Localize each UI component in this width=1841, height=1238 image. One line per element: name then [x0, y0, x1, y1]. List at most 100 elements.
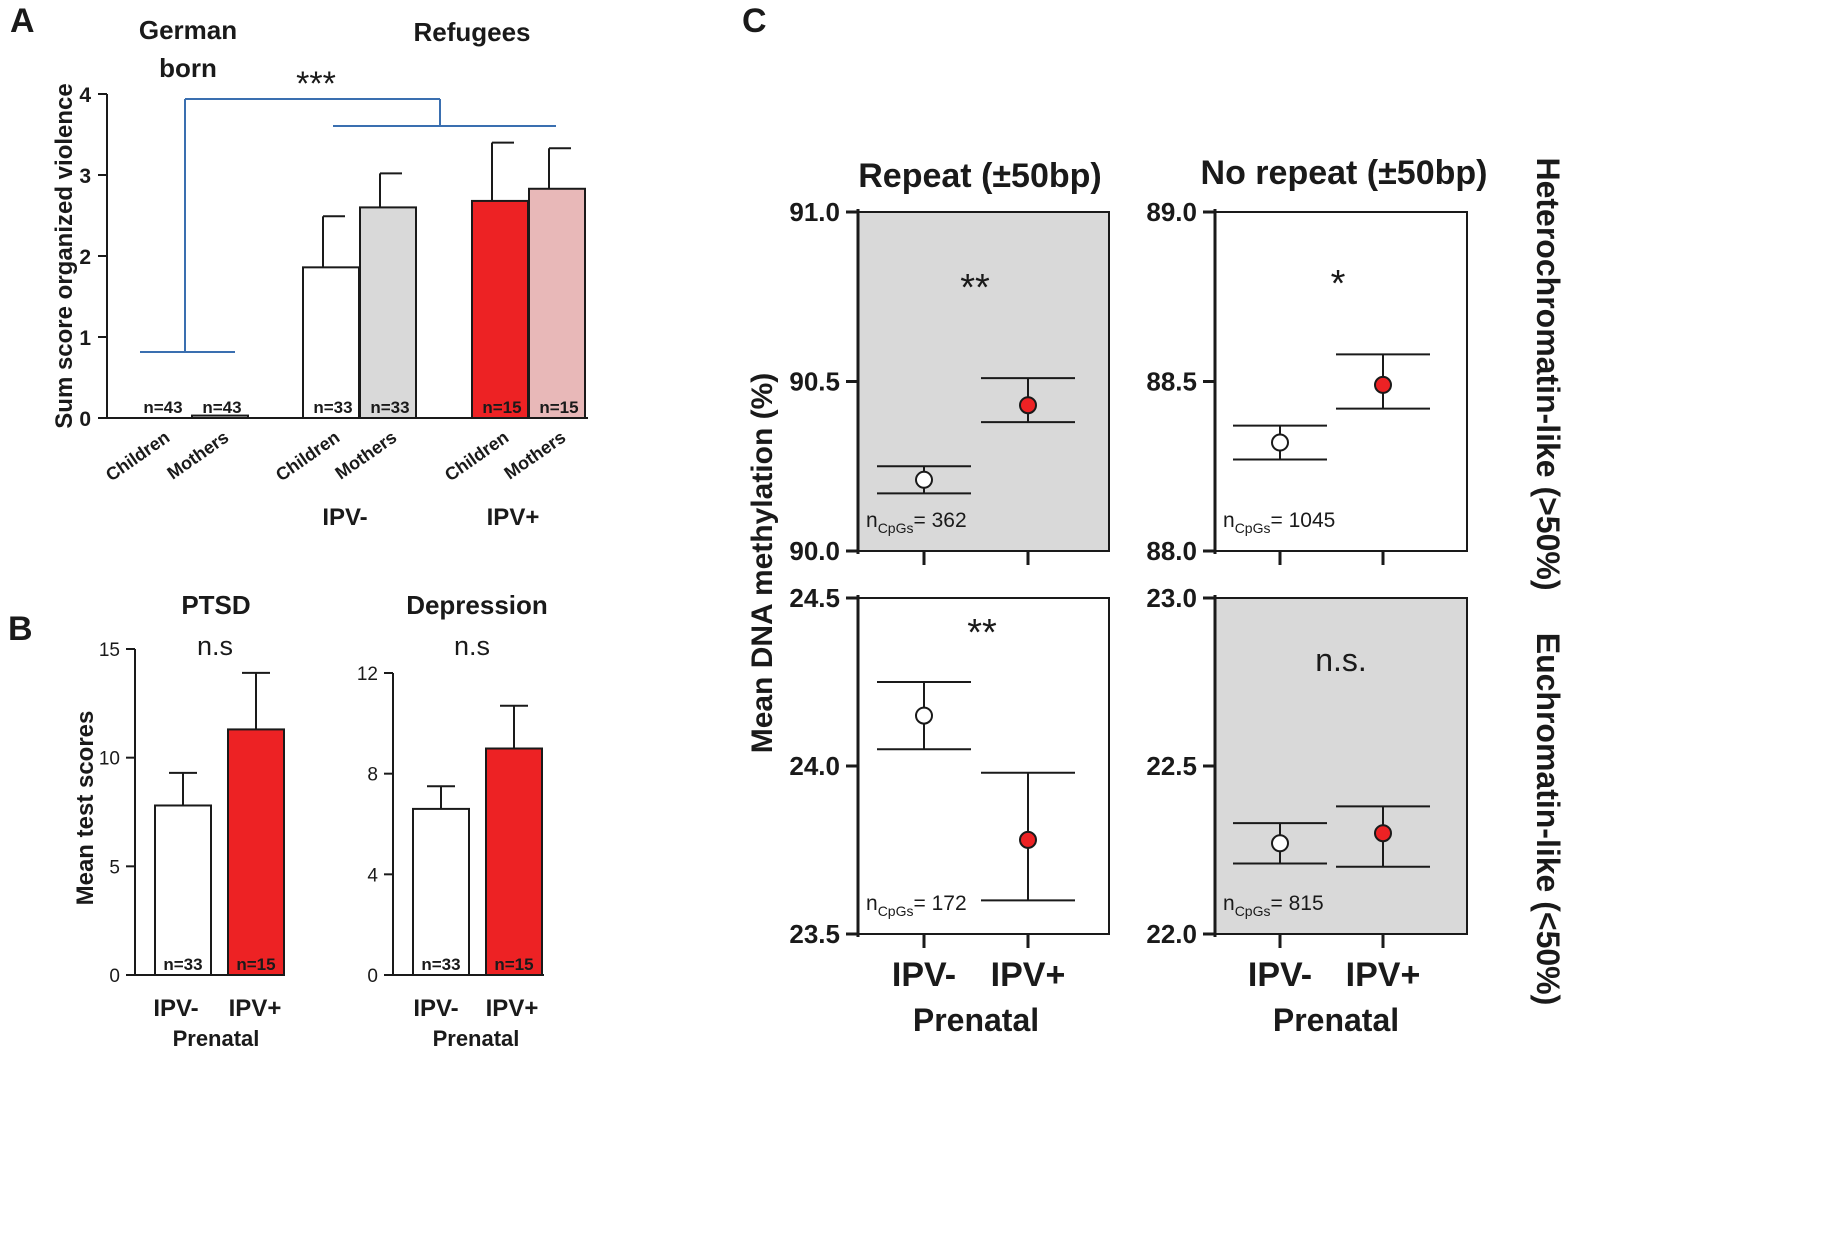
x-axis-label-left: Prenatal	[913, 1002, 1039, 1038]
x-axis-label-right: Prenatal	[1273, 1002, 1399, 1038]
x-tick-label: IPV-	[1248, 956, 1312, 994]
y-tick-label: 1	[79, 327, 91, 350]
y-tick-label: 5	[109, 857, 120, 878]
significance-c22: n.s.	[1315, 642, 1367, 678]
mean-point-c22-1	[1374, 824, 1392, 843]
y-tick-label: 0	[79, 408, 91, 431]
subpanel-title-dep: Depression	[406, 590, 548, 620]
y-tick-label: 4	[367, 865, 378, 886]
x-tick-label: IPV+	[229, 995, 282, 1022]
n-label: n=43	[202, 398, 241, 417]
n-cpgs-label: nCpGs= 172	[866, 892, 967, 919]
x-tick-label: IPV-	[413, 995, 458, 1022]
y-tick-label: 22.0	[1146, 919, 1197, 949]
x-tick-label: Children	[441, 427, 512, 485]
cell-frame-c22	[1214, 597, 1468, 935]
bar-a3	[302, 266, 360, 419]
x-tick-label: Children	[102, 427, 173, 485]
x-tick-label: IPV+	[991, 956, 1066, 994]
x-tick-label: Children	[272, 427, 343, 485]
cell-frame-c11	[857, 211, 1110, 552]
y-tick-label: 90.5	[789, 367, 840, 397]
n-label: n=33	[421, 955, 460, 974]
significance-c21: **	[967, 612, 997, 654]
n-label: n=15	[494, 955, 533, 974]
bar-dep-0	[412, 807, 470, 977]
group-title-refugees: Refugees	[413, 17, 530, 47]
bar-a6	[528, 187, 586, 419]
column-title-repeat: Repeat (±50bp)	[858, 157, 1101, 195]
y-tick-label: 8	[367, 765, 378, 786]
x-axis-label: Prenatal	[433, 1026, 520, 1051]
y-tick-label: 24.5	[789, 583, 840, 613]
n-cpgs-label: nCpGs= 1045	[1223, 509, 1335, 536]
y-tick-label: 3	[79, 165, 91, 188]
y-axis-label: Mean test scores	[72, 711, 99, 906]
bar-a5	[471, 199, 529, 419]
mean-point-c21-0	[915, 706, 933, 725]
y-tick-label: 4	[79, 84, 91, 107]
group-title-german: German	[139, 15, 237, 45]
mean-point-c11-1	[1019, 396, 1037, 415]
x-tick-label: Mothers	[163, 427, 232, 484]
significance-a: ***	[296, 65, 336, 103]
y-tick-label: 88.5	[1146, 367, 1197, 397]
subgroup-label-ipv-pos: IPV+	[487, 504, 540, 531]
x-tick-label: IPV+	[1346, 956, 1421, 994]
significance-ptsd: n.s	[197, 631, 233, 661]
n-label: n=43	[143, 398, 182, 417]
y-tick-label: 0	[109, 966, 120, 987]
n-label: n=15	[482, 398, 521, 417]
mean-point-c22-0	[1271, 834, 1289, 853]
x-tick-label: IPV+	[486, 995, 539, 1022]
y-axis-label: Sum score organized violence	[51, 83, 78, 428]
mean-point-c12-1	[1374, 375, 1392, 394]
subgroup-label-ipv-neg: IPV-	[322, 504, 367, 531]
n-label: n=33	[370, 398, 409, 417]
x-tick-label: IPV-	[153, 995, 198, 1022]
n-label: n=15	[539, 398, 578, 417]
y-tick-label: 2	[79, 246, 91, 269]
row-title-euchromatin: Euchromatin-like (<50%)	[1530, 633, 1566, 1006]
bar-ptsd-1	[227, 728, 285, 976]
y-tick-label: 91.0	[789, 197, 840, 227]
row-title-heterochromatin: Heterochromatin-like (>50%)	[1530, 157, 1566, 590]
mean-point-c12-0	[1271, 433, 1289, 452]
column-title-no-repeat: No repeat (±50bp)	[1201, 154, 1488, 192]
group-title-german: born	[159, 53, 217, 83]
y-tick-label: 90.0	[789, 536, 840, 566]
n-label: n=33	[163, 955, 202, 974]
y-tick-label: 10	[99, 749, 120, 770]
y-tick-label: 22.5	[1146, 751, 1197, 781]
n-label: n=33	[313, 398, 352, 417]
subpanel-title-ptsd: PTSD	[181, 590, 250, 620]
panel-label-a: A	[10, 2, 35, 40]
significance-dep: n.s	[454, 631, 490, 661]
n-label: n=15	[236, 955, 275, 974]
significance-c11: **	[960, 267, 990, 309]
y-axis-label: Mean DNA methylation (%)	[746, 373, 779, 754]
panel-label-c: C	[742, 2, 767, 40]
y-tick-label: 0	[367, 966, 378, 987]
cell-frame-c12	[1214, 211, 1468, 552]
n-cpgs-label: nCpGs= 362	[866, 509, 967, 536]
y-tick-label: 24.0	[789, 751, 840, 781]
panel-c: C Repeat (±50bp) No repeat (±50bp) Heteroch…	[742, 2, 1566, 1038]
x-axis-label: Prenatal	[173, 1026, 260, 1051]
bar-a4	[359, 206, 417, 419]
x-tick-label: IPV-	[892, 956, 956, 994]
x-tick-label: Mothers	[500, 427, 569, 484]
y-tick-label: 12	[357, 664, 378, 685]
y-tick-label: 23.5	[789, 919, 840, 949]
panel-b: B Mean test scores 0 5 10 15 PTSD n.s n=33 IPV-n=…	[8, 590, 548, 1051]
y-tick-label: 23.0	[1146, 583, 1197, 613]
y-tick-label: 89.0	[1146, 197, 1197, 227]
mean-point-c21-1	[1019, 830, 1037, 849]
y-tick-label: 15	[99, 640, 120, 661]
n-cpgs-label: nCpGs= 815	[1223, 892, 1324, 919]
bar-dep-1	[485, 747, 543, 976]
x-tick-label: Mothers	[331, 427, 400, 484]
significance-c12: *	[1331, 263, 1346, 305]
